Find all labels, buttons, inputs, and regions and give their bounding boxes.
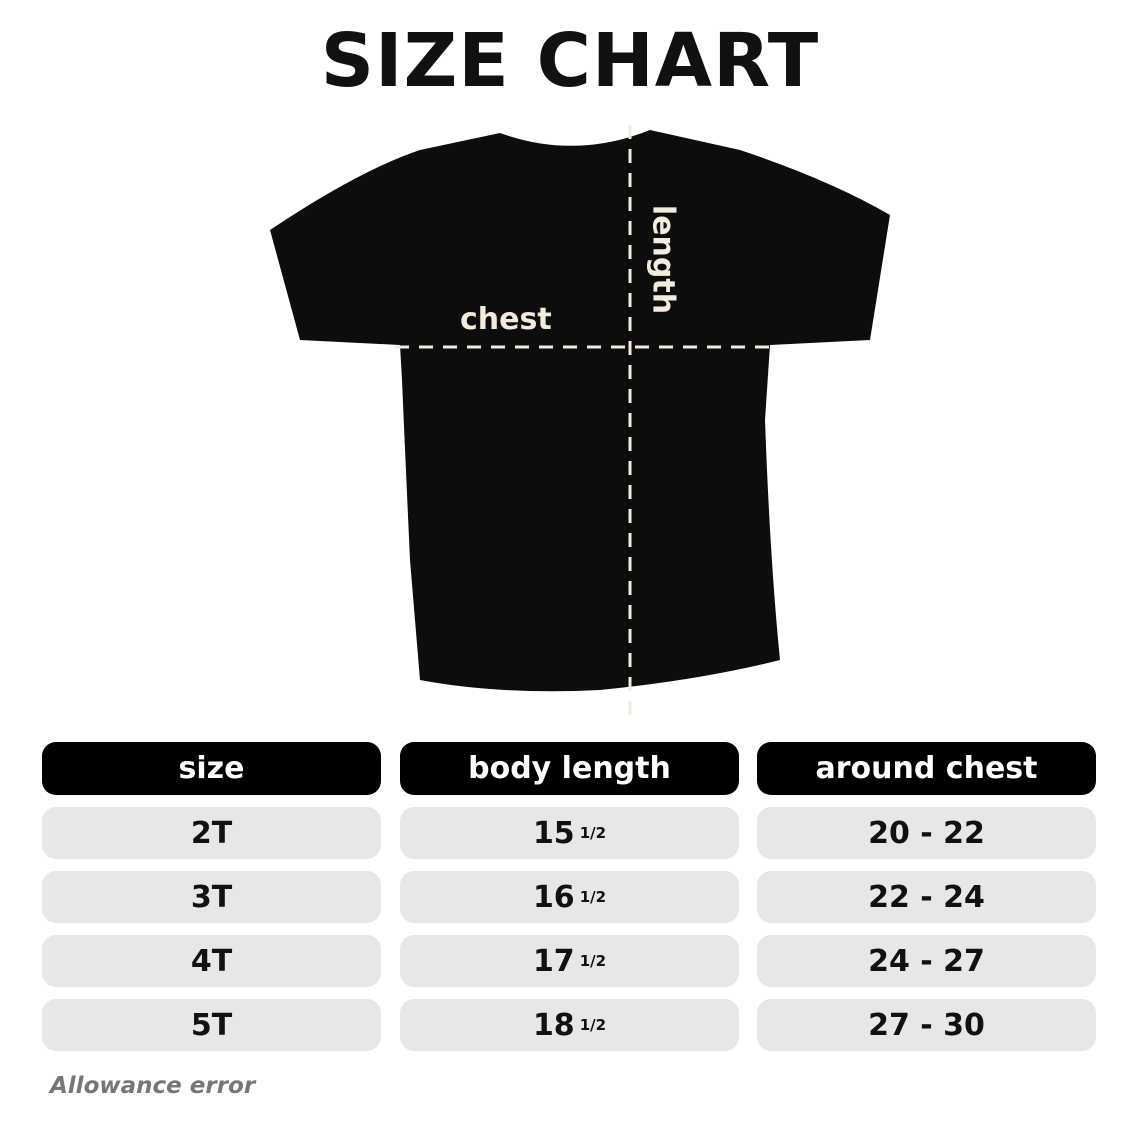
chest-label: chest — [460, 302, 552, 337]
length-cell: 17 1/2 — [400, 935, 739, 987]
size-cell: 5T — [42, 999, 381, 1051]
chest-cell: 27 - 30 — [757, 999, 1096, 1051]
size-cell: 4T — [42, 935, 381, 987]
length-fraction: 1/2 — [579, 952, 607, 970]
length-fraction: 1/2 — [579, 888, 607, 906]
header-body-length: body length — [400, 742, 739, 795]
length-value: 16 — [532, 879, 575, 915]
length-cell: 15 1/2 — [400, 807, 739, 859]
page-title: SIZE CHART — [320, 18, 820, 104]
chest-cell: 22 - 24 — [757, 871, 1096, 923]
length-value: 17 — [532, 943, 575, 979]
length-cell: 16 1/2 — [400, 871, 739, 923]
size-column: size 2T 3T 4T 5T — [42, 742, 381, 1051]
length-value: 15 — [532, 815, 575, 851]
header-around-chest: around chest — [757, 742, 1096, 795]
length-cell: 18 1/2 — [400, 999, 739, 1051]
body-length-column: body length 15 1/2 16 1/2 17 1/2 18 1/2 — [400, 742, 739, 1051]
footnote: Allowance error — [50, 1073, 256, 1099]
header-size: size — [42, 742, 381, 795]
size-cell: 2T — [42, 807, 381, 859]
chest-cell: 24 - 27 — [757, 935, 1096, 987]
tshirt-shape — [270, 130, 890, 692]
chest-cell: 20 - 22 — [757, 807, 1096, 859]
length-value: 18 — [532, 1007, 575, 1043]
size-cell: 3T — [42, 871, 381, 923]
length-label: length — [645, 204, 681, 315]
length-fraction: 1/2 — [579, 1016, 607, 1034]
tshirt-diagram — [270, 125, 890, 720]
around-chest-column: around chest 20 - 22 22 - 24 24 - 27 27 … — [757, 742, 1096, 1051]
length-fraction: 1/2 — [579, 824, 607, 842]
